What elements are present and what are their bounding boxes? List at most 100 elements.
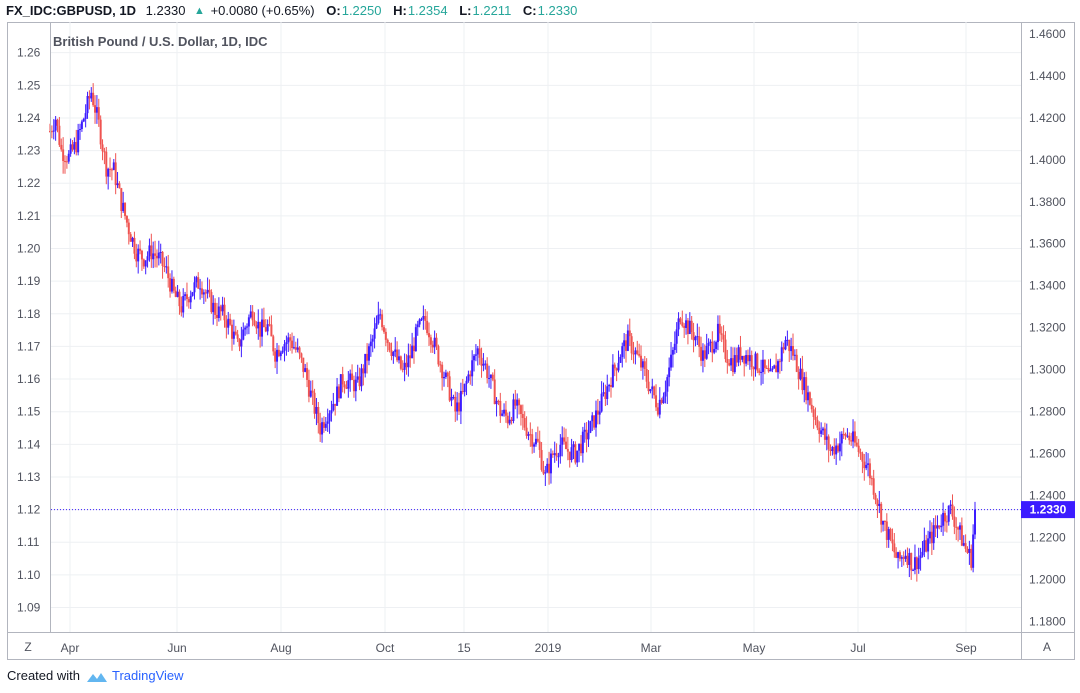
scale-left-button[interactable]: Z — [24, 640, 31, 654]
candle-body — [377, 314, 380, 324]
candle-body — [570, 447, 573, 461]
candle-body — [332, 403, 335, 411]
candle-body — [638, 353, 641, 356]
candle-body — [50, 131, 53, 133]
high-label: H: — [393, 3, 407, 18]
candle-body — [150, 245, 153, 260]
candle-body — [775, 365, 778, 373]
candle-body — [397, 356, 400, 361]
candle-body — [746, 355, 749, 362]
candle-body — [619, 356, 622, 363]
created-with-label: Created with — [7, 668, 80, 683]
candle-body — [139, 248, 142, 251]
time-axis-tick-label: Aug — [270, 641, 291, 655]
candle-body — [232, 331, 235, 339]
candle-body — [482, 363, 485, 366]
candle-body — [534, 438, 537, 445]
candle-body — [964, 543, 967, 549]
candle-body — [780, 347, 783, 362]
chart-header: FX_IDC:GBPUSD, 1D 1.2330 ▲ +0.0080 (+0.6… — [0, 0, 1080, 22]
candle-body — [893, 543, 896, 553]
candle-body — [737, 347, 740, 363]
left-axis-tick-label: 1.14 — [17, 437, 41, 451]
candle-body — [527, 434, 530, 436]
candle-body — [311, 390, 314, 393]
candle-body — [870, 478, 873, 480]
candle-body — [467, 374, 470, 381]
candle-body — [649, 389, 652, 392]
candle-body — [660, 399, 663, 404]
candle-body — [947, 505, 950, 522]
candle-body — [443, 376, 446, 379]
symbol-label[interactable]: FX_IDC:GBPUSD, 1D — [6, 3, 137, 18]
candle-body — [236, 334, 239, 339]
candle-body — [634, 350, 637, 355]
left-price-axis[interactable]: 1.26 1.25 1.24 1.23 1.22 1.21 1.20 1.19 1.18 1.17… — [17, 46, 41, 615]
right-axis-tick-label: 1.2000 — [1029, 572, 1066, 586]
right-axis-tick-label: 1.4200 — [1029, 111, 1066, 125]
tradingview-logo-icon — [86, 672, 107, 682]
right-price-axis[interactable]: 1.4600 1.4400 1.4200 1.4000 1.3800 1.3600 1.34… — [1029, 27, 1066, 628]
candle-body — [814, 416, 817, 420]
candle-body — [915, 557, 918, 570]
candle-body — [208, 289, 211, 292]
left-axis-tick-label: 1.16 — [17, 372, 41, 386]
candle-body — [902, 557, 905, 559]
candle-body — [411, 345, 414, 359]
candle-body — [381, 314, 384, 328]
candle-body — [664, 391, 667, 397]
candle-body — [428, 333, 431, 338]
candle-body — [137, 248, 140, 262]
candle-body — [626, 330, 629, 351]
scale-right-button[interactable]: A — [1043, 640, 1051, 654]
chart-canvas[interactable]: 1.26 1.25 1.24 1.23 1.22 1.21 1.20 1.19 1.18 1.17… — [7, 22, 1075, 660]
candle-body — [713, 348, 716, 353]
candle-body — [266, 324, 269, 332]
candle-body — [255, 325, 258, 329]
candle-body — [718, 323, 721, 334]
candle-body — [471, 360, 474, 377]
time-axis[interactable]: Apr Jun Aug Oct 15 2019 Mar May Jul Sep — [61, 641, 977, 655]
time-axis-tick-label: Sep — [955, 641, 977, 655]
low-label: L: — [459, 3, 472, 18]
candle-body — [623, 340, 626, 347]
candle-body — [700, 346, 703, 361]
candle-body — [536, 438, 539, 442]
candle-body — [386, 339, 389, 344]
candle-body — [503, 409, 506, 414]
candle-body — [324, 423, 327, 428]
candle-body — [533, 444, 536, 447]
candle-body — [974, 509, 976, 535]
chart-frame[interactable]: 1.26 1.25 1.24 1.23 1.22 1.21 1.20 1.19 1.18 1.17… — [7, 22, 1075, 660]
candle-body — [945, 521, 948, 523]
candle-body — [662, 396, 665, 404]
candle-body — [351, 373, 354, 380]
candle-body — [343, 384, 346, 388]
candle-body — [249, 311, 252, 318]
candle-body — [855, 442, 858, 446]
candle-body — [185, 294, 188, 300]
candle-body — [112, 162, 115, 170]
last-price-tag-label: 1.2330 — [1030, 503, 1067, 517]
open-label: O: — [326, 3, 341, 18]
right-axis-tick-label: 1.2600 — [1029, 446, 1066, 460]
tradingview-link[interactable]: TradingView — [111, 668, 184, 683]
candle-body — [424, 315, 427, 321]
candle-body — [450, 397, 453, 401]
candle-body — [306, 368, 309, 380]
candle-body — [760, 371, 763, 373]
candle-body — [354, 379, 357, 392]
time-axis-tick-label: 15 — [457, 641, 471, 655]
candle-body — [917, 558, 920, 570]
candle-body — [414, 327, 417, 352]
candle-body — [666, 377, 669, 392]
candle-body — [313, 392, 316, 414]
candle-body — [833, 446, 836, 455]
candle-body — [116, 183, 119, 186]
candle-body — [73, 141, 76, 150]
candle-body — [92, 92, 95, 106]
candle-body — [596, 410, 599, 415]
candle-body — [345, 387, 348, 389]
candle-body — [120, 188, 123, 212]
candle-body — [625, 340, 628, 351]
